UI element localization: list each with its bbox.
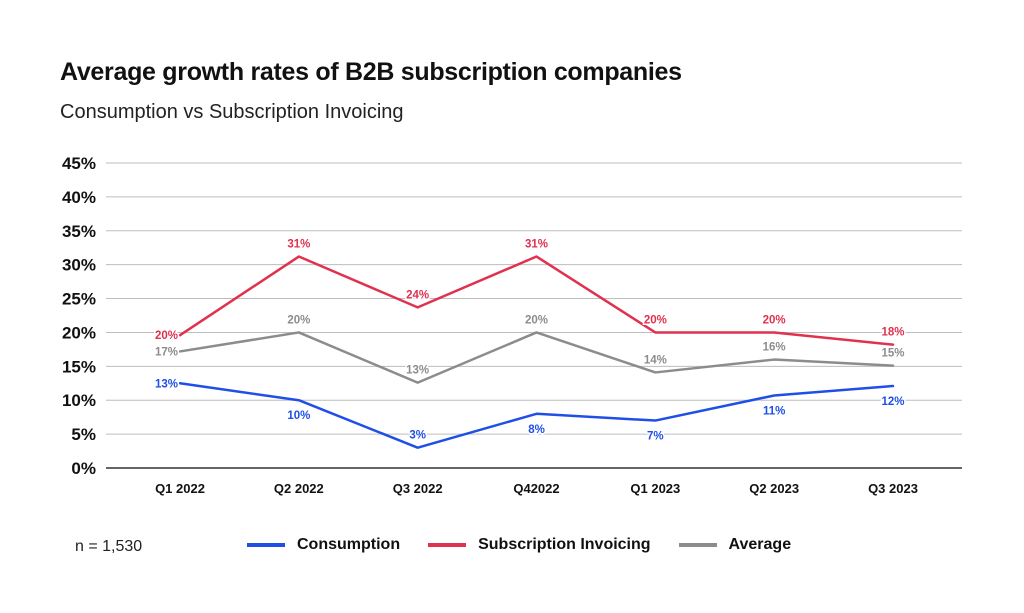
data-label-consumption: 10% [287, 410, 310, 422]
chart-subtitle: Consumption vs Subscription Invoicing [60, 101, 404, 123]
legend: Consumption Subscription Invoicing Avera… [247, 536, 819, 554]
data-label-subscription-invoicing: 20% [155, 330, 178, 342]
x-tick-label: Q1 2022 [155, 481, 205, 496]
y-tick-label: 15% [62, 357, 96, 376]
x-tick-label: Q2 2022 [274, 481, 324, 496]
y-tick-label: 5% [71, 425, 96, 444]
y-tick-label: 35% [62, 222, 96, 241]
data-label-average: 14% [644, 354, 667, 366]
data-label-average: 17% [155, 346, 178, 358]
data-label-average: 20% [525, 314, 548, 326]
data-label-consumption: 8% [528, 424, 545, 436]
data-label-consumption: 12% [881, 396, 904, 408]
data-label-average: 16% [763, 342, 786, 354]
sample-size-note: n = 1,530 [75, 538, 143, 555]
legend-item-average: Average [678, 536, 792, 554]
x-tick-label: Q3 2022 [393, 481, 443, 496]
x-tick-label: Q1 2023 [630, 481, 680, 496]
x-axis-ticks: Q1 2022 Q2 2022 Q3 2022 Q42022 Q1 2023 Q2 202… [155, 481, 918, 496]
legend-item-consumption: Consumption [247, 536, 400, 554]
y-axis-ticks: 0% 5% 10% 15% 20% 25% 30% 35% 40% 45% [62, 154, 96, 478]
data-label-subscription-invoicing: 31% [287, 239, 310, 251]
series-line-subscription-invoicing [178, 255, 895, 346]
data-label-consumption: 7% [647, 431, 664, 443]
legend-item-subscription-invoicing: Subscription Invoicing [428, 536, 651, 554]
data-label-consumption: 3% [409, 430, 426, 442]
data-label-subscription-invoicing: 24% [406, 289, 429, 301]
data-label-subscription-invoicing: 18% [881, 327, 904, 339]
series-line-consumption [178, 382, 895, 449]
data-label-subscription-invoicing: 20% [644, 314, 667, 326]
x-tick-label: Q3 2023 [868, 481, 918, 496]
y-tick-label: 25% [62, 290, 96, 309]
gridlines [106, 162, 962, 469]
y-tick-label: 45% [62, 154, 96, 173]
data-labels: 13% 10% 3% 8% 7% 11% 12% 20% 31% 24% 31% 20% 20% 18% 1… [153, 237, 906, 444]
legend-label-subscription-invoicing: Subscription Invoicing [478, 536, 651, 553]
y-tick-label: 40% [62, 188, 96, 207]
data-label-consumption: 13% [155, 378, 178, 390]
x-tick-label: Q42022 [513, 481, 559, 496]
y-tick-label: 20% [62, 323, 96, 342]
y-tick-label: 30% [62, 256, 96, 275]
legend-label-consumption: Consumption [297, 536, 401, 553]
data-label-subscription-invoicing: 20% [763, 314, 786, 326]
legend-swatch-average [678, 543, 717, 547]
data-label-consumption: 11% [763, 405, 785, 417]
data-label-average: 20% [287, 314, 310, 326]
y-tick-label: 0% [71, 459, 96, 478]
x-tick-label: Q2 2023 [749, 481, 799, 496]
data-label-average: 13% [406, 365, 429, 377]
chart-title: Average growth rates of B2B subscription… [60, 58, 682, 86]
series-lines [178, 255, 895, 449]
series-line-average [178, 331, 895, 384]
legend-swatch-consumption [247, 543, 285, 547]
legend-label-average: Average [728, 536, 792, 553]
legend-swatch-subscription-invoicing [428, 543, 467, 547]
y-tick-label: 10% [62, 391, 96, 410]
data-label-subscription-invoicing: 31% [525, 239, 548, 251]
data-label-average: 15% [881, 348, 904, 360]
